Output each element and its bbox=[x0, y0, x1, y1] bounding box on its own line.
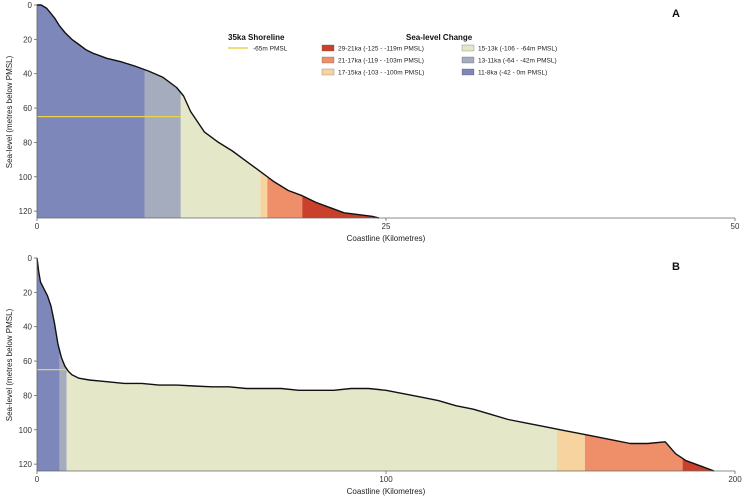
legend-label-11-8ka: 11-8ka (-42 - 0m PMSL) bbox=[478, 70, 547, 77]
panel-b-bands bbox=[37, 258, 715, 471]
panel-a-band-11-8ka bbox=[37, 5, 145, 218]
panel-a-y-tick-label: 120 bbox=[19, 207, 33, 216]
panel-b-y-ticks: 0 20 40 60 80 100 120 bbox=[19, 254, 37, 469]
legend-swatch-21-17ka bbox=[321, 56, 335, 64]
panel-a-x-axis-title: Coastline (Kilometres) bbox=[347, 234, 426, 243]
sea-level-legend-title: Sea-level Change bbox=[406, 33, 473, 42]
panel-b-y-axis-title: Sea-level (metres below PMSL) bbox=[5, 308, 14, 421]
panel-b: 0 100 200 0 20 40 60 80 100 120 Coastline (Kilom… bbox=[5, 254, 742, 496]
panel-b-x-ticks: 0 100 200 bbox=[35, 471, 742, 484]
panel-a-y-tick-label: 100 bbox=[19, 173, 33, 182]
panel-a-x-tick-label: 50 bbox=[731, 222, 740, 231]
panel-b-profile-line bbox=[36, 257, 715, 472]
panel-a-y-tick-label: 20 bbox=[23, 35, 32, 44]
panel-b-band-29-21ka bbox=[682, 458, 715, 471]
panel-a-band-29-21ka bbox=[302, 195, 379, 218]
legend-label-15-13k: 15-13k (-106 - -64m PMSL) bbox=[478, 46, 557, 53]
panel-a-x-tick-label: 25 bbox=[382, 222, 391, 231]
panel-a-y-tick-label: 40 bbox=[23, 70, 32, 79]
shoreline-legend-title: 35ka Shoreline bbox=[228, 33, 285, 42]
panel-a-y-tick-label: 80 bbox=[23, 138, 32, 147]
panel-a-x-ticks: 0 25 50 bbox=[35, 218, 740, 231]
panel-b-x-tick-label: 200 bbox=[728, 475, 742, 484]
legend-swatch-13-11ka bbox=[461, 56, 475, 64]
legend-swatch-11-8ka bbox=[461, 68, 475, 76]
panel-b-y-tick-label: 0 bbox=[28, 254, 33, 263]
panel-b-band-17-15ka bbox=[557, 429, 585, 471]
shoreline-legend: 35ka Shoreline -65m PMSL bbox=[228, 33, 288, 53]
panel-a-band-13-11ka bbox=[144, 69, 181, 218]
panel-a-y-tick-label: 60 bbox=[23, 104, 32, 113]
legend-label-17-15ka: 17-15ka (-103 - -100m PMSL) bbox=[338, 70, 424, 77]
panel-b-profile-layer bbox=[36, 257, 715, 472]
shoreline-legend-label: -65m PMSL bbox=[253, 46, 288, 53]
panel-b-x-axis-title: Coastline (Kilometres) bbox=[347, 487, 426, 496]
panel-b-band-11-8ka bbox=[37, 258, 60, 471]
panel-a: 0 25 50 0 20 40 60 80 100 120 Coastline (Kilomet… bbox=[5, 1, 740, 243]
panel-a-label: A bbox=[672, 8, 680, 20]
panel-a-bands bbox=[37, 5, 379, 218]
panel-b-y-tick-label: 20 bbox=[23, 288, 32, 297]
panel-a-y-axis-title: Sea-level (metres below PMSL) bbox=[5, 55, 14, 168]
legend-label-13-11ka: 13-11ka (-64 - -42m PMSL) bbox=[478, 58, 557, 65]
panel-a-profile-line bbox=[37, 4, 380, 219]
panel-b-y-tick-label: 60 bbox=[23, 357, 32, 366]
panel-a-profile-layer bbox=[37, 4, 380, 219]
panel-b-band-15-13k bbox=[66, 368, 557, 471]
legend-swatch-15-13k bbox=[461, 44, 475, 52]
legend-label-21-17ka: 21-17ka (-119 - -103m PMSL) bbox=[338, 58, 424, 65]
panel-a-band-15-13k bbox=[180, 92, 261, 218]
legend-label-29-21ka: 29-21ka (-125 - -119m PMSL) bbox=[338, 46, 424, 53]
panel-a-band-21-17ka bbox=[267, 176, 303, 218]
panel-b-band-21-17ka bbox=[584, 434, 683, 471]
panel-b-y-tick-label: 120 bbox=[19, 460, 33, 469]
panel-b-y-tick-label: 100 bbox=[19, 426, 33, 435]
legend-swatch-29-21ka bbox=[321, 44, 335, 52]
legend-swatch-17-15ka bbox=[321, 68, 335, 76]
sea-level-legend: Sea-level Change 29-21ka (-125 - -119m P… bbox=[321, 33, 557, 77]
panel-b-band-13-11ka bbox=[59, 350, 67, 471]
panel-b-x-tick-label: 100 bbox=[379, 475, 393, 484]
panel-a-x-tick-label: 0 bbox=[35, 222, 40, 231]
panel-b-label: B bbox=[672, 261, 680, 273]
panel-a-y-ticks: 0 20 40 60 80 100 120 bbox=[19, 1, 37, 216]
panel-a-y-tick-label: 0 bbox=[28, 1, 33, 10]
panel-a-band-17-15ka bbox=[260, 171, 268, 218]
panel-b-x-tick-label: 0 bbox=[35, 475, 40, 484]
panel-b-y-tick-label: 80 bbox=[23, 391, 32, 400]
panel-b-y-tick-label: 40 bbox=[23, 323, 32, 332]
